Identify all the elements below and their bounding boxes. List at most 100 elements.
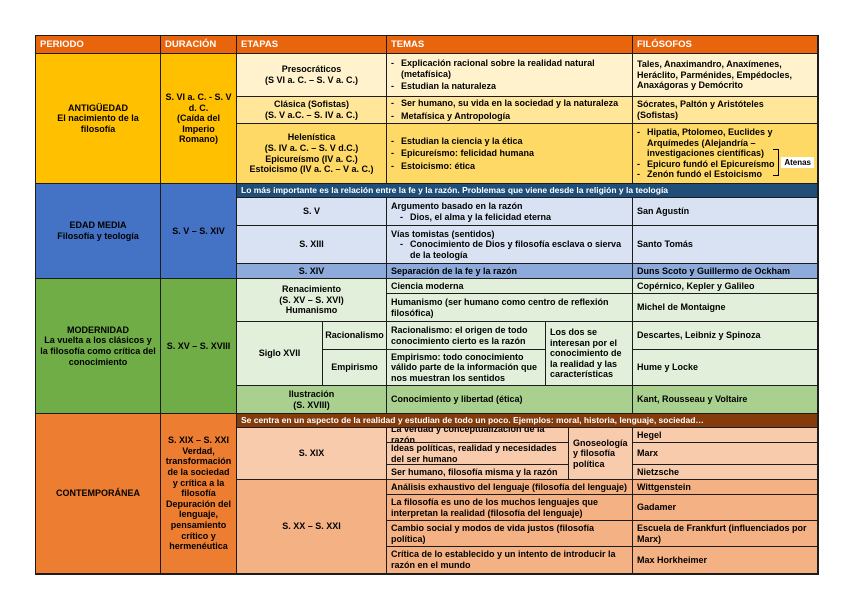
cell-siglo-xvii-shared: Los dos se interesan por el conocimiento… — [546, 322, 633, 386]
cell-sxix-tema-3: Ser humano, filosofía misma y la razón — [387, 465, 569, 480]
helenistica-etapa-title: Helenística — [287, 132, 336, 143]
edad-media-periodo-title: EDAD MEDIA — [69, 220, 127, 231]
cell-sxiii-filosofos: Santo Tomás — [633, 226, 818, 264]
cell-contemporanea-duracion: S. XIX – S. XXI Verdad, transformación d… — [161, 414, 237, 574]
cell-sxx-tema-3: Cambio social y modos de vida justos (fi… — [387, 521, 633, 547]
block-sxix: S. XIX La verdad y conceptualización de … — [237, 428, 818, 480]
cell-frankfurt: Escuela de Frankfurt (influenciados por … — [633, 521, 818, 547]
sxx-filosofos: Wittgenstein Gadamer Escuela de Frankfur… — [633, 480, 818, 574]
philosophy-history-table: PERIODO DURACIÓN ETAPAS TEMAS FILÓSOFOS … — [35, 35, 819, 575]
cell-sxx-etapa: S. XX – S. XXI — [237, 480, 387, 574]
cell-ilustracion-etapa: Ilustración (S. XVIII) — [237, 386, 387, 414]
cell-racionalismo-tema: Racionalismo: el origen de todo conocimi… — [387, 322, 546, 350]
row-clasica: Clásica (Sofistas) (S. V a.C. – S. IV a.… — [237, 97, 818, 124]
ilustracion-etapa-dates: (S. XVIII) — [293, 399, 330, 410]
cell-nietzsche: Nietzsche — [633, 465, 818, 480]
cell-humanismo-tema: Humanismo (ser humano como centro de ref… — [387, 294, 633, 322]
edad-media-rows: Lo más importante es la relación entre l… — [237, 184, 818, 279]
cell-sv-etapa: S. V — [237, 198, 387, 226]
band-contemporanea: CONTEMPORÁNEA S. XIX – S. XXI Verdad, tr… — [36, 414, 818, 574]
antiguedad-periodo-subtitle: El nacimiento de la filosofía — [57, 113, 139, 134]
cell-horkheimer: Max Horkheimer — [633, 547, 818, 574]
band-modernidad: MODERNIDAD La vuelta a los clásicos y la… — [36, 279, 818, 414]
contemporanea-rows: Se centra en un aspecto de la realidad y… — [237, 414, 818, 574]
header-temas: TEMAS — [387, 36, 633, 54]
sxiii-tema-main: Vías tomistas (sentidos) — [391, 228, 495, 239]
cell-presocraticos-temas: Explicación racional sobre la realidad n… — [387, 54, 633, 97]
cell-antiguedad-periodo: ANTIGÜEDAD El nacimiento de la filosofía — [36, 54, 161, 184]
sxiii-tema-bullet: Conocimiento de Dios y filosofía esclava… — [391, 239, 628, 260]
helenistica-etapa-epicureismo: Epicureísmo (IV a. C.) — [265, 153, 358, 164]
cell-sxx-tema-2: La filosofía es uno de los muchos lengua… — [387, 495, 633, 521]
contemporanea-duracion-line2: Verdad, transformación de la sociedad y … — [165, 445, 232, 499]
cell-sxiv-temas: Separación de la fe y la razón — [387, 264, 633, 279]
contemporanea-duracion-line3: Depuración del lenguaje, pensamiento crí… — [165, 498, 231, 552]
cell-sxiv-etapa: S. XIV — [237, 264, 387, 279]
sxix-filosofos: Hegel Marx Nietzsche — [633, 428, 818, 480]
clasica-filosofos-line2: (Sofistas) — [637, 110, 679, 120]
clasica-filosofos-line1: Sócrates, Paltón y Aristóteles — [637, 99, 764, 110]
cell-ilustracion-filosofos: Kant, Rousseau y Voltaire — [633, 386, 818, 414]
helenistica-filosofos-2: Epicuro fundó el Epicureísmo — [637, 159, 813, 170]
renacimiento-subrows: Ciencia moderna Copérnico, Kepler y Gali… — [387, 279, 818, 322]
helenistica-etapa-estoicismo: Estoicismo (IV a. C. – V a. C.) — [249, 164, 374, 175]
presocraticos-etapa-title: Presocráticos — [281, 64, 342, 75]
cell-racionalismo-filosofos: Descartes, Leibniz y Spinoza — [633, 322, 818, 350]
renacimiento-etapa-dates: (S. XV – S. XVI) — [279, 294, 344, 305]
cell-empirismo-label: Empirismo — [323, 350, 387, 386]
cell-edad-media-periodo: EDAD MEDIA Filosofía y teología — [36, 184, 161, 279]
clasica-tema-1: Ser humano, su vida en la sociedad y la … — [391, 98, 628, 109]
antiguedad-periodo-title: ANTIGÜEDAD — [68, 102, 128, 113]
cell-modernidad-duracion: S. XV – S. XVIII — [161, 279, 237, 414]
header-row: PERIODO DURACIÓN ETAPAS TEMAS FILÓSOFOS — [36, 36, 818, 54]
atenas-label: Atenas — [781, 156, 814, 169]
presocraticos-tema-2: Estudian la naturaleza — [391, 81, 628, 92]
sxx-temas: Análisis exhaustivo del lenguaje (filoso… — [387, 480, 633, 574]
cell-ilustracion-tema: Conocimiento y libertad (ética) — [387, 386, 633, 414]
row-presocraticos: Presocráticos (S VI a. C. – S. V a. C.) … — [237, 54, 818, 97]
renacimiento-etapa-humanismo: Humanismo — [285, 305, 338, 316]
cell-helenistica-etapa: Helenística (S. IV a. C. – S. V d.C.) Ep… — [237, 124, 387, 184]
contemporanea-banner: Se centra en un aspecto de la realidad y… — [237, 414, 818, 428]
cell-sxx-tema-4: Crítica de lo establecido y un intento d… — [387, 547, 633, 574]
cell-sxix-tema-1: La verdad y conceptualización de la razó… — [387, 428, 569, 443]
cell-renacimiento-etapa: Renacimiento (S. XV – S. XVI) Humanismo — [237, 279, 387, 322]
antiguedad-duracion-line2: (Caída del Imperio Romano) — [176, 113, 220, 145]
antiguedad-rows: Presocráticos (S VI a. C. – S. V a. C.) … — [237, 54, 818, 184]
cell-ciencia-filosofos: Copérnico, Kepler y Galileo — [633, 279, 818, 294]
header-duracion: DURACIÓN — [161, 36, 237, 54]
presocraticos-tema-1: Explicación racional sobre la realidad n… — [391, 58, 628, 79]
cell-helenistica-filosofos: Hipatia, Ptolomeo, Euclides y Arquímedes… — [633, 124, 818, 184]
sv-tema-main: Argumento basado en la razón — [391, 200, 523, 211]
cell-marx: Marx — [633, 443, 818, 465]
helenistica-filosofos-3: Zenón fundó el Estoicismo — [637, 169, 813, 180]
row-sxiii: S. XIII Vías tomistas (sentidos) Conocim… — [237, 226, 818, 264]
cell-presocraticos-filosofos: Tales, Anaximandro, Anaxímenes, Heráclit… — [633, 54, 818, 97]
header-periodo: PERIODO — [36, 36, 161, 54]
cell-edad-media-duracion: S. V – S. XIV — [161, 184, 237, 279]
edad-media-periodo-subtitle: Filosofía y teología — [57, 231, 139, 241]
helenistica-tema-3: Estoicismo: ética — [391, 161, 628, 172]
cell-racionalismo-label: Racionalismo — [323, 322, 387, 350]
renacimiento-etapa-title: Renacimiento — [281, 284, 341, 295]
cell-siglo-xvii: Siglo XVII — [237, 322, 323, 386]
cell-sxiii-etapa: S. XIII — [237, 226, 387, 264]
contemporanea-duracion-line1: S. XIX – S. XXI — [167, 435, 230, 446]
clasica-etapa-title: Clásica (Sofistas) — [273, 99, 350, 110]
row-sv: S. V Argumento basado en la razón Dios, … — [237, 198, 818, 226]
cell-sxiv-filosofos: Duns Scoto y Guillermo de Ockham — [633, 264, 818, 279]
cell-clasica-filosofos: Sócrates, Paltón y Aristóteles (Sofistas… — [633, 97, 818, 124]
helenistica-tema-1: Estudian la ciencia y la ética — [391, 136, 628, 147]
ilustracion-etapa-title: Ilustración — [288, 388, 335, 399]
cell-sxiii-temas: Vías tomistas (sentidos) Conocimiento de… — [387, 226, 633, 264]
bracket-icon — [773, 149, 780, 176]
cell-empirismo-filosofos: Hume y Locke — [633, 350, 818, 386]
header-etapas: ETAPAS — [237, 36, 387, 54]
cell-modernidad-periodo: MODERNIDAD La vuelta a los clásicos y la… — [36, 279, 161, 414]
siglo-xvii-sub-etapas: Racionalismo Empirismo — [323, 322, 387, 386]
modernidad-rows: Renacimiento (S. XV – S. XVI) Humanismo … — [237, 279, 818, 414]
cell-empirismo-tema: Empirismo: todo conocimiento válido part… — [387, 350, 546, 386]
sv-tema-bullet: Dios, el alma y la felicidad eterna — [391, 212, 628, 223]
row-helenistica: Helenística (S. IV a. C. – S. V d.C.) Ep… — [237, 124, 818, 184]
row-ilustracion: Ilustración (S. XVIII) Conocimiento y li… — [237, 386, 818, 414]
